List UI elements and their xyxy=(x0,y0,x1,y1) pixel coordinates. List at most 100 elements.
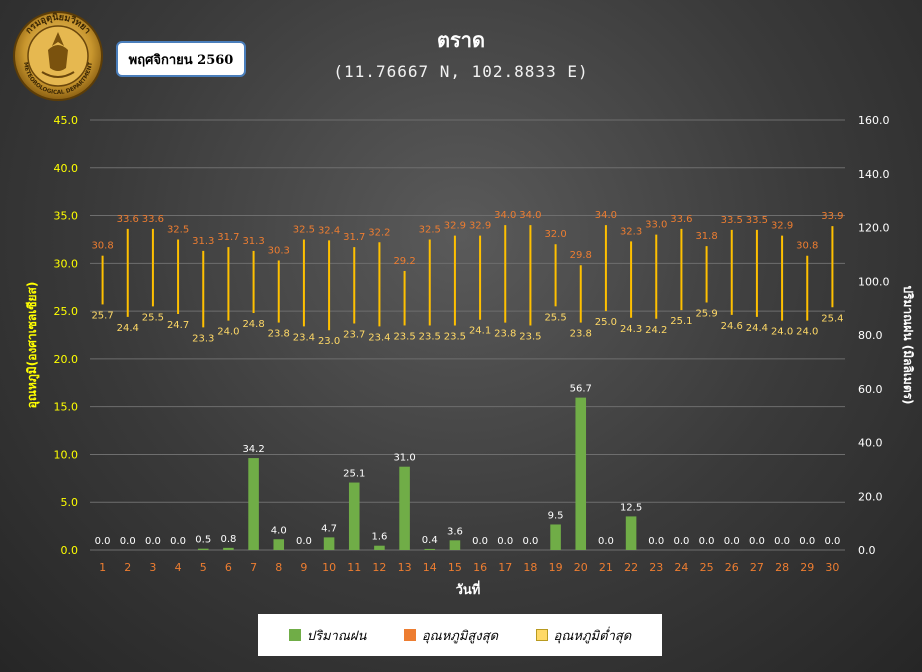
tmax-data-label: 31.3 xyxy=(242,236,264,247)
y-tick-left: 5.0 xyxy=(61,496,79,509)
x-tick: 21 xyxy=(599,561,613,574)
rain-data-label: 56.7 xyxy=(570,384,592,395)
y-tick-left: 45.0 xyxy=(54,114,79,127)
rain-data-label: 0.0 xyxy=(522,536,538,547)
tmin-data-label: 24.3 xyxy=(620,324,642,335)
tmax-data-label: 30.8 xyxy=(91,241,113,252)
rain-data-label: 31.0 xyxy=(393,453,415,464)
tmin-data-label: 23.5 xyxy=(444,331,466,342)
tmin-data-label: 23.4 xyxy=(368,332,390,343)
x-tick: 12 xyxy=(372,561,386,574)
x-tick: 29 xyxy=(800,561,814,574)
rain-data-label: 0.0 xyxy=(598,536,614,547)
left-axis-ticks: 0.0 5.0 10.0 15.0 20.0 25.0 30.0 35.0 40.0 45.0 xyxy=(54,114,79,557)
x-tick: 15 xyxy=(448,561,462,574)
tmax-data-label: 32.2 xyxy=(368,227,390,238)
legend-swatch-tmin xyxy=(535,629,548,641)
x-tick: 25 xyxy=(700,561,714,574)
tmin-data-label: 25.9 xyxy=(695,309,717,320)
tmin-data-label: 25.1 xyxy=(670,316,692,327)
x-tick: 5 xyxy=(200,561,207,574)
legend-item-tmin: อุณหภูมิต่ำสุด xyxy=(535,625,631,646)
y-tick-left: 25.0 xyxy=(54,305,79,318)
x-axis-ticks: 1 2 3 4 5 6 7 8 9 10 11 12 13 14 15 16 17 18 19 20 21 22 23 24 2… xyxy=(99,561,839,574)
y-tick-right: 100.0 xyxy=(858,275,890,288)
x-tick: 13 xyxy=(398,561,412,574)
rain-data-label: 0.0 xyxy=(724,536,740,547)
tmin-data-label: 23.5 xyxy=(419,331,441,342)
tmax-data-label: 32.9 xyxy=(771,221,793,232)
tmin-data-label: 23.5 xyxy=(393,331,415,342)
tmax-data-label: 33.0 xyxy=(645,220,667,231)
tmax-data-label: 29.2 xyxy=(393,256,415,267)
tmax-data-label: 33.6 xyxy=(117,214,139,225)
rain-data-label: 0.0 xyxy=(699,536,715,547)
y-tick-left: 30.0 xyxy=(54,257,79,270)
legend-swatch-rain xyxy=(288,629,301,641)
x-tick: 30 xyxy=(825,561,839,574)
rain-data-label: 0.0 xyxy=(145,536,161,547)
legend-label-tmax: อุณหภูมิสูงสุด xyxy=(421,628,499,644)
rain-bar xyxy=(348,482,360,550)
tmin-data-label: 25.5 xyxy=(544,312,566,323)
tmax-data-label: 34.0 xyxy=(494,210,516,221)
meteorological-department-logo: กรมอุตุนิยมวิทยา METEOROLOGICAL DEPARTME… xyxy=(13,11,103,101)
tmin-data-label: 25.0 xyxy=(595,317,617,328)
y-tick-right: 160.0 xyxy=(858,114,890,127)
tmax-data-label: 32.5 xyxy=(419,224,441,235)
tmin-data-label: 23.4 xyxy=(293,332,315,343)
rain-data-label: 0.0 xyxy=(497,536,513,547)
rain-bar xyxy=(273,539,285,550)
rain-data-label: 3.6 xyxy=(447,526,463,537)
rain-data-label: 0.0 xyxy=(749,536,765,547)
x-tick: 17 xyxy=(498,561,512,574)
tmin-data-label: 23.0 xyxy=(318,336,340,347)
rain-data-label: 0.0 xyxy=(799,536,815,547)
tmax-data-label: 32.9 xyxy=(444,221,466,232)
x-tick: 28 xyxy=(775,561,789,574)
rain-bar xyxy=(323,537,335,550)
rain-bar xyxy=(575,397,587,550)
rain-data-label: 12.5 xyxy=(620,502,642,513)
tmax-data-label: 34.0 xyxy=(595,210,617,221)
rain-data-label: 0.0 xyxy=(296,536,312,547)
tmax-data-label: 30.3 xyxy=(268,245,290,256)
tmax-data-label: 32.3 xyxy=(620,226,642,237)
y-tick-right: 60.0 xyxy=(858,383,883,396)
y-tick-right: 0.0 xyxy=(858,544,876,557)
y-tick-right: 120.0 xyxy=(858,222,890,235)
tmin-data-label: 23.8 xyxy=(494,329,516,340)
y-tick-left: 0.0 xyxy=(61,544,79,557)
tmin-data-label: 24.6 xyxy=(721,321,743,332)
x-tick: 8 xyxy=(275,561,282,574)
legend-item-rain: ปริมาณฝน xyxy=(288,625,366,646)
tmax-data-label: 32.9 xyxy=(469,221,491,232)
tmax-data-label: 33.5 xyxy=(721,215,743,226)
x-tick: 4 xyxy=(175,561,182,574)
y-tick-right: 80.0 xyxy=(858,329,883,342)
legend: ปริมาณฝน อุณหภูมิสูงสุด อุณหภูมิต่ำสุด xyxy=(258,614,662,656)
rain-bar xyxy=(374,545,385,550)
tmax-data-label: 33.5 xyxy=(746,215,768,226)
x-tick: 9 xyxy=(300,561,307,574)
tmin-data-label: 24.4 xyxy=(117,323,139,334)
tmax-data-label: 32.5 xyxy=(293,224,315,235)
y-axis-label-left: อุณหภูมิ(องศาเซลเซียส) xyxy=(25,282,40,409)
tmax-data-label: 31.3 xyxy=(192,236,214,247)
rain-data-label: 4.0 xyxy=(271,525,287,536)
tmax-data-label: 32.4 xyxy=(318,225,340,236)
rain-bars xyxy=(197,397,637,550)
y-tick-right: 20.0 xyxy=(858,490,883,503)
rain-bar xyxy=(424,548,436,550)
x-tick: 7 xyxy=(250,561,257,574)
rain-data-label: 34.2 xyxy=(242,444,264,455)
rain-data-label: 25.1 xyxy=(343,469,365,480)
rain-bar xyxy=(550,524,561,550)
data-labels: 0.0 30.8 25.7 0.0 33.6 24.4 0.0 33.6 25.5 0.0 32.5… xyxy=(91,210,843,547)
tmax-data-label: 32.5 xyxy=(167,224,189,235)
rain-bar xyxy=(248,458,259,550)
rain-data-label: 0.0 xyxy=(648,536,664,547)
y-tick-left: 35.0 xyxy=(54,210,79,223)
month-label: พฤศจิกายน 2560 xyxy=(116,41,246,77)
x-tick: 2 xyxy=(124,561,131,574)
